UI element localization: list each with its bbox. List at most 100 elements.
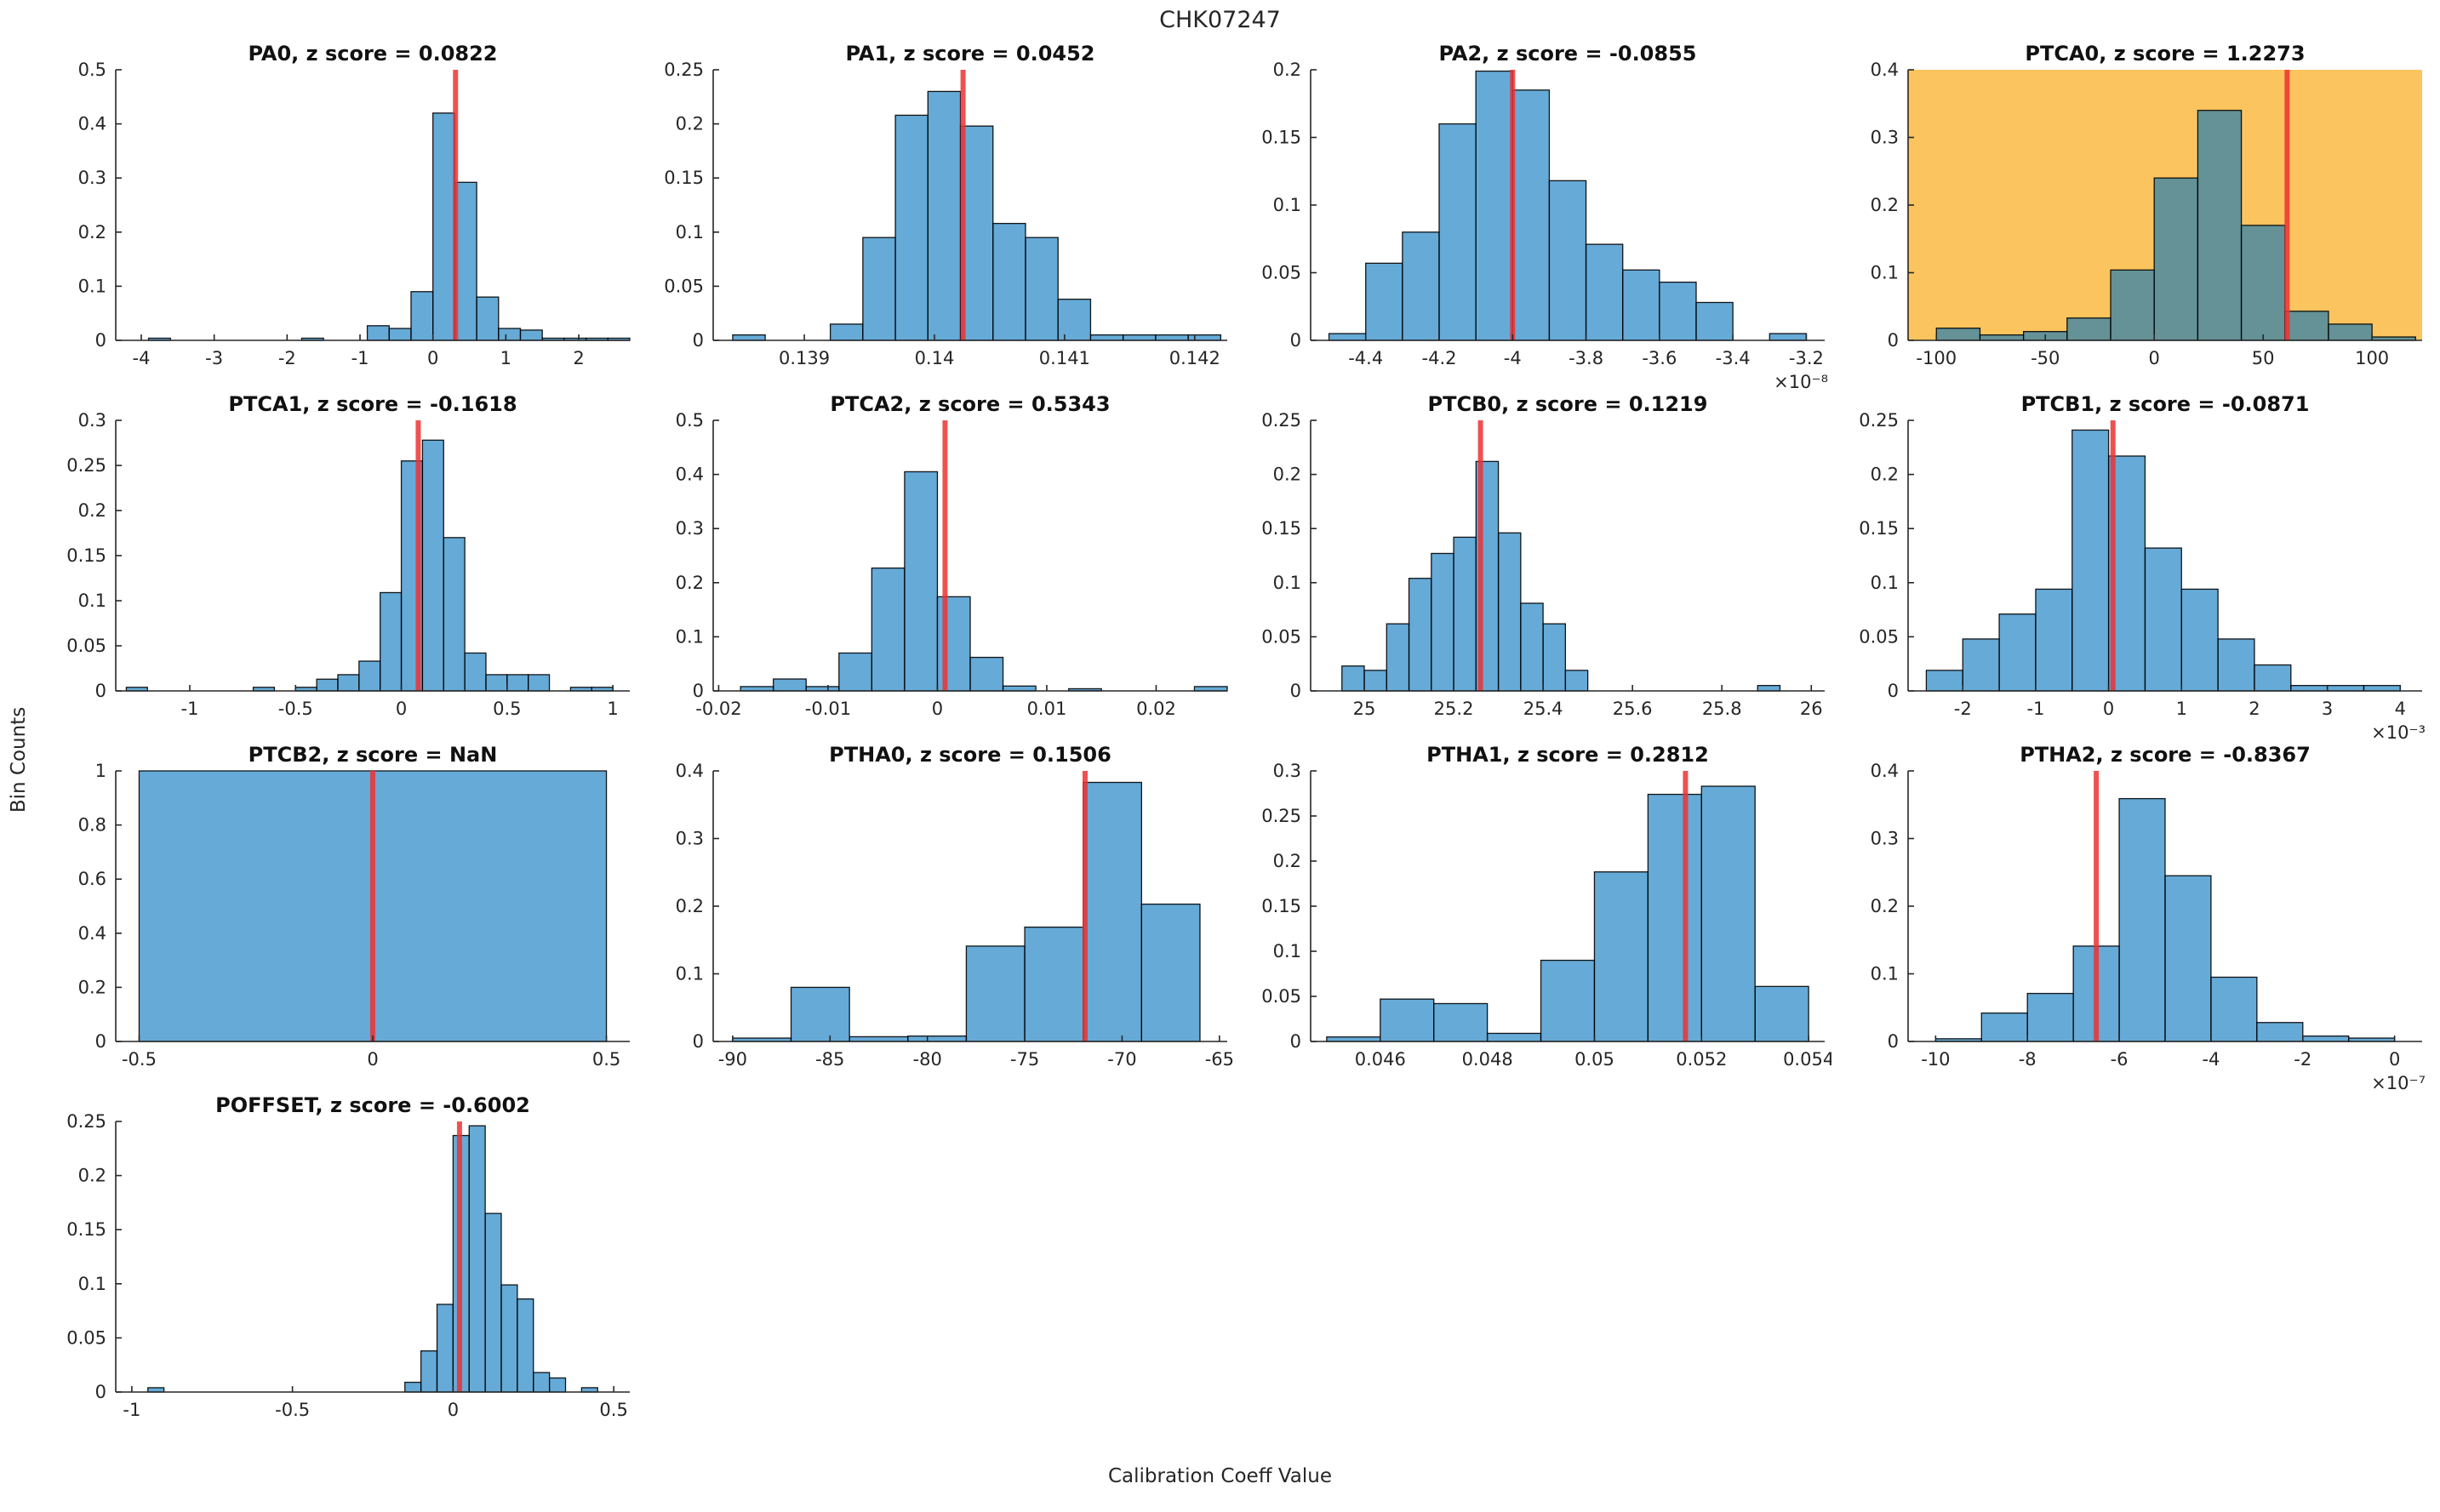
histogram-bar [907, 1035, 968, 1042]
x-tick-label: 0.046 [1355, 1049, 1406, 1070]
histogram-bar [959, 125, 994, 341]
y-tick-label: 0.05 [1261, 986, 1301, 1007]
histogram-bar [468, 1125, 486, 1393]
axes: -100 -50 0 50 100 0 0.1 0.2 0.3 0.4 [1871, 60, 2422, 368]
axes: -90 -85 -80 -75 -70 -65 0 0.1 0.2 0.3 0.4 [676, 761, 1234, 1070]
histogram-bar [1998, 613, 2037, 692]
y-tick-label: 0.2 [1871, 195, 1899, 215]
y-tick-label: 0.2 [78, 1166, 106, 1186]
histogram-bar [1769, 333, 1808, 341]
y-tick-label: 0 [693, 681, 704, 701]
histogram-PTHA2: -10 -8 -6 -4 -2 0 0 0.1 0.2 0.3 0.4 ×10⁻⁷ PTHA2, z s… [1871, 743, 2426, 1093]
histogram-bar [1497, 532, 1522, 692]
histogram-bar [1025, 237, 1059, 341]
histogram-PTHA0: -90 -85 -80 -75 -70 -65 0 0.1 0.2 0.3 0.4 PTHA0, z … [676, 743, 1234, 1070]
histogram-bar [1433, 1002, 1489, 1042]
axes: -10 -8 -6 -4 -2 0 0 0.1 0.2 0.3 0.4 [1871, 761, 2422, 1070]
y-tick-label: 0.15 [66, 1219, 106, 1240]
histogram-bar [366, 325, 390, 341]
subplot-title: PTCB0, z score = 0.1219 [1428, 392, 1708, 416]
subplot-PTHA2: -10 -8 -6 -4 -2 0 0 0.1 0.2 0.3 0.4 ×10⁻⁷ PTHA2, z s… [1831, 742, 2429, 1093]
figure-title: CHK07247 [1159, 7, 1281, 33]
subplot-PA1: 0.139 0.14 0.141 0.142 0 0.05 0.1 0.15 0.2 0.25 PA… [637, 41, 1234, 391]
subplot-title: PTHA2, z score = -0.8367 [2020, 743, 2311, 767]
x-tick-label: 0.142 [1169, 348, 1220, 368]
y-tick-label: 0.3 [676, 518, 704, 539]
x-tick-label: -2 [2294, 1049, 2311, 1070]
histogram-bar [464, 652, 487, 692]
histogram-bar [1187, 334, 1222, 341]
x-tick-label: 0.5 [592, 1049, 620, 1070]
histogram-bar [1453, 536, 1477, 692]
y-tick-label: 0.3 [1871, 829, 1899, 849]
x-tick-label: 0 [2389, 1049, 2400, 1070]
histogram-bar [533, 1372, 551, 1393]
bars [1341, 460, 1781, 692]
histogram-bar [1363, 670, 1387, 692]
histogram-bar [2180, 588, 2219, 692]
y-tick-label: 0.05 [1261, 263, 1301, 283]
histogram-bar [1402, 231, 1440, 341]
x-tick-label: -1 [123, 1400, 140, 1420]
histogram-bar [1057, 299, 1092, 341]
y-tick-label: 0.1 [78, 591, 106, 611]
histogram-bar [1438, 123, 1477, 341]
y-tick-label: 0.4 [78, 923, 106, 944]
y-tick-label: 0.3 [676, 829, 704, 849]
y-tick-label: 0.1 [1273, 195, 1301, 215]
axes: 0.046 0.048 0.05 0.052 0.054 0 0.05 0.1 0.15 0.2 0… [1261, 761, 1834, 1070]
subplot-title: POFFSET, z score = -0.6002 [215, 1093, 530, 1117]
y-tick-label: 0.05 [664, 276, 704, 296]
histogram-bar [380, 591, 403, 692]
axes: 25 25.2 25.4 25.6 25.8 26 0 0.05 0.1 0.15 0.2 0.25 [1261, 410, 1825, 719]
y-tick-label: 0.3 [78, 410, 106, 431]
y-tick-label: 0.1 [78, 1274, 106, 1294]
x-tick-label: -1 [2026, 699, 2044, 719]
y-tick-label: 0 [95, 1031, 106, 1052]
x-tick-label: 0 [448, 1400, 459, 1420]
y-tick-label: 0.2 [676, 573, 704, 593]
y-tick-label: 0.5 [78, 60, 106, 80]
x-tick-label: 0.5 [493, 699, 521, 719]
bars [125, 439, 614, 692]
y-tick-label: 0.15 [664, 168, 704, 188]
y-tick-label: 0 [693, 330, 704, 351]
x-tick-label: -85 [815, 1049, 844, 1070]
histogram-bar [1475, 70, 1513, 341]
y-tick-label: 0.6 [78, 869, 106, 889]
histogram-bar [992, 222, 1026, 341]
histogram-PTCA2: -0.02 -0.01 0 0.01 0.02 0 0.1 0.2 0.3 0.4 0.5 PTCA2… [676, 392, 1228, 719]
y-tick-label: 0.15 [66, 545, 106, 566]
x-axis-label: Calibration Coeff Value [1107, 1465, 1333, 1487]
x-tick-label: 0 [2149, 348, 2160, 368]
subplot-title: PTCB2, z score = NaN [249, 743, 498, 767]
subplot-PTCB1: -2 -1 0 1 2 3 4 0 0.05 0.1 0.15 0.2 0.25 ×10⁻³ PTCB1, … [1831, 391, 2429, 743]
axes: -0.5 0 0.5 0 0.2 0.4 0.6 0.8 1 [78, 761, 630, 1070]
histogram-bar [1564, 670, 1589, 692]
histogram-PTCA1: -1 -0.5 0 0.5 1 0 0.05 0.1 0.15 0.2 0.25 0.3 PTCA1, … [66, 392, 630, 719]
histogram-POFFSET: -1 -0.5 0 0.5 0 0.05 0.1 0.15 0.2 0.25 POFFSET, z … [66, 1093, 630, 1420]
x-tick-label: -2 [1954, 699, 1972, 719]
x-axis-exponent: ×10⁻⁷ [2371, 1073, 2426, 1093]
y-tick-label: 0 [95, 1382, 106, 1402]
x-tick-label: -75 [1010, 1049, 1039, 1070]
y-tick-label: 0.2 [78, 222, 106, 242]
histogram-bar [1328, 333, 1367, 341]
histogram-bar [519, 329, 543, 341]
x-tick-label: -3.6 [1642, 348, 1677, 368]
histogram-bar [2026, 992, 2074, 1042]
histogram-bar [1935, 328, 1981, 341]
x-tick-label: 26 [1800, 699, 1823, 719]
x-tick-label: -1 [181, 699, 199, 719]
histogram-bar [829, 323, 864, 341]
histogram-bar [969, 656, 1004, 692]
x-tick-label: 0.05 [1574, 1049, 1614, 1070]
x-tick-label: -70 [1107, 1049, 1136, 1070]
histogram-bar [1925, 670, 1963, 692]
x-tick-label: 0.5 [599, 1400, 627, 1420]
axes: -4.4 -4.2 -4 -3.8 -3.6 -3.4 -3.2 0 0.05 0.1 0.15 0.… [1261, 60, 1825, 368]
histogram-bar [420, 1350, 438, 1393]
x-tick-label: -8 [2019, 1049, 2037, 1070]
y-tick-label: 0.15 [1859, 518, 1899, 539]
